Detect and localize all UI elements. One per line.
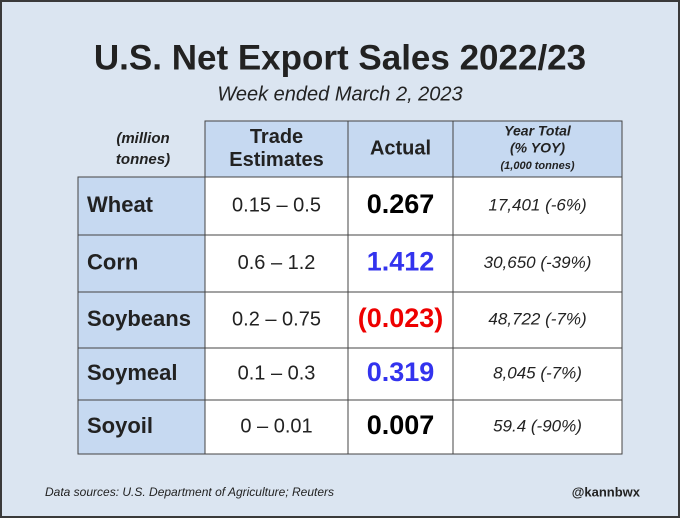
actual-value: 0.007 [367, 410, 435, 440]
row-label: Soybeans [87, 306, 191, 331]
cell [452, 176, 623, 236]
trade-estimate: 0.15 – 0.5 [232, 194, 321, 216]
column-header: Year Total [504, 123, 572, 139]
row-label: Corn [87, 249, 138, 274]
header-cell [204, 120, 349, 178]
row-label-cell [77, 176, 206, 236]
year-total: 17,401 (-6%) [488, 195, 586, 214]
trade-estimate: 0 – 0.01 [240, 415, 312, 437]
column-header: Trade [250, 126, 303, 148]
column-header: (1,000 tonnes) [501, 160, 575, 172]
unit-note: (million [116, 130, 169, 147]
row-label-cell [77, 347, 206, 401]
year-total: 8,045 (-7%) [493, 363, 582, 382]
unit-note: tonnes) [116, 151, 170, 168]
column-header: Actual [370, 137, 431, 159]
actual-value: 0.267 [367, 189, 435, 219]
cell [452, 347, 623, 401]
row-label-cell [77, 399, 206, 455]
row-label: Soyoil [87, 413, 153, 438]
actual-value: 0.319 [367, 357, 435, 387]
cell [347, 399, 454, 455]
row-label: Wheat [87, 192, 154, 217]
year-total: 48,722 (-7%) [488, 309, 586, 328]
cell [452, 399, 623, 455]
cell [204, 176, 349, 236]
column-header: Estimates [229, 149, 324, 171]
year-total: 30,650 (-39%) [484, 253, 592, 272]
row-label: Soymeal [87, 360, 178, 385]
cell [452, 234, 623, 293]
source: Data sources: U.S. Department of Agricul… [45, 485, 334, 499]
cell [452, 291, 623, 349]
trade-estimate: 0.6 – 1.2 [238, 252, 316, 274]
cell [204, 347, 349, 401]
trade-estimate: 0.2 – 0.75 [232, 308, 321, 330]
title: U.S. Net Export Sales 2022/23 [94, 38, 586, 77]
column-header: (% YOY) [510, 140, 565, 156]
trade-estimate: 0.1 – 0.3 [238, 362, 316, 384]
row-label-cell [77, 291, 206, 349]
cell [204, 399, 349, 455]
actual-value: (0.023) [358, 303, 444, 333]
header-cell [452, 120, 623, 178]
cell [204, 291, 349, 349]
subtitle: Week ended March 2, 2023 [217, 83, 462, 105]
year-total: 59.4 (-90%) [493, 416, 582, 435]
cell [204, 234, 349, 293]
handle: @kannbwx [572, 484, 641, 499]
header-cell [347, 120, 454, 178]
actual-value: 1.412 [367, 247, 435, 277]
cell [347, 347, 454, 401]
